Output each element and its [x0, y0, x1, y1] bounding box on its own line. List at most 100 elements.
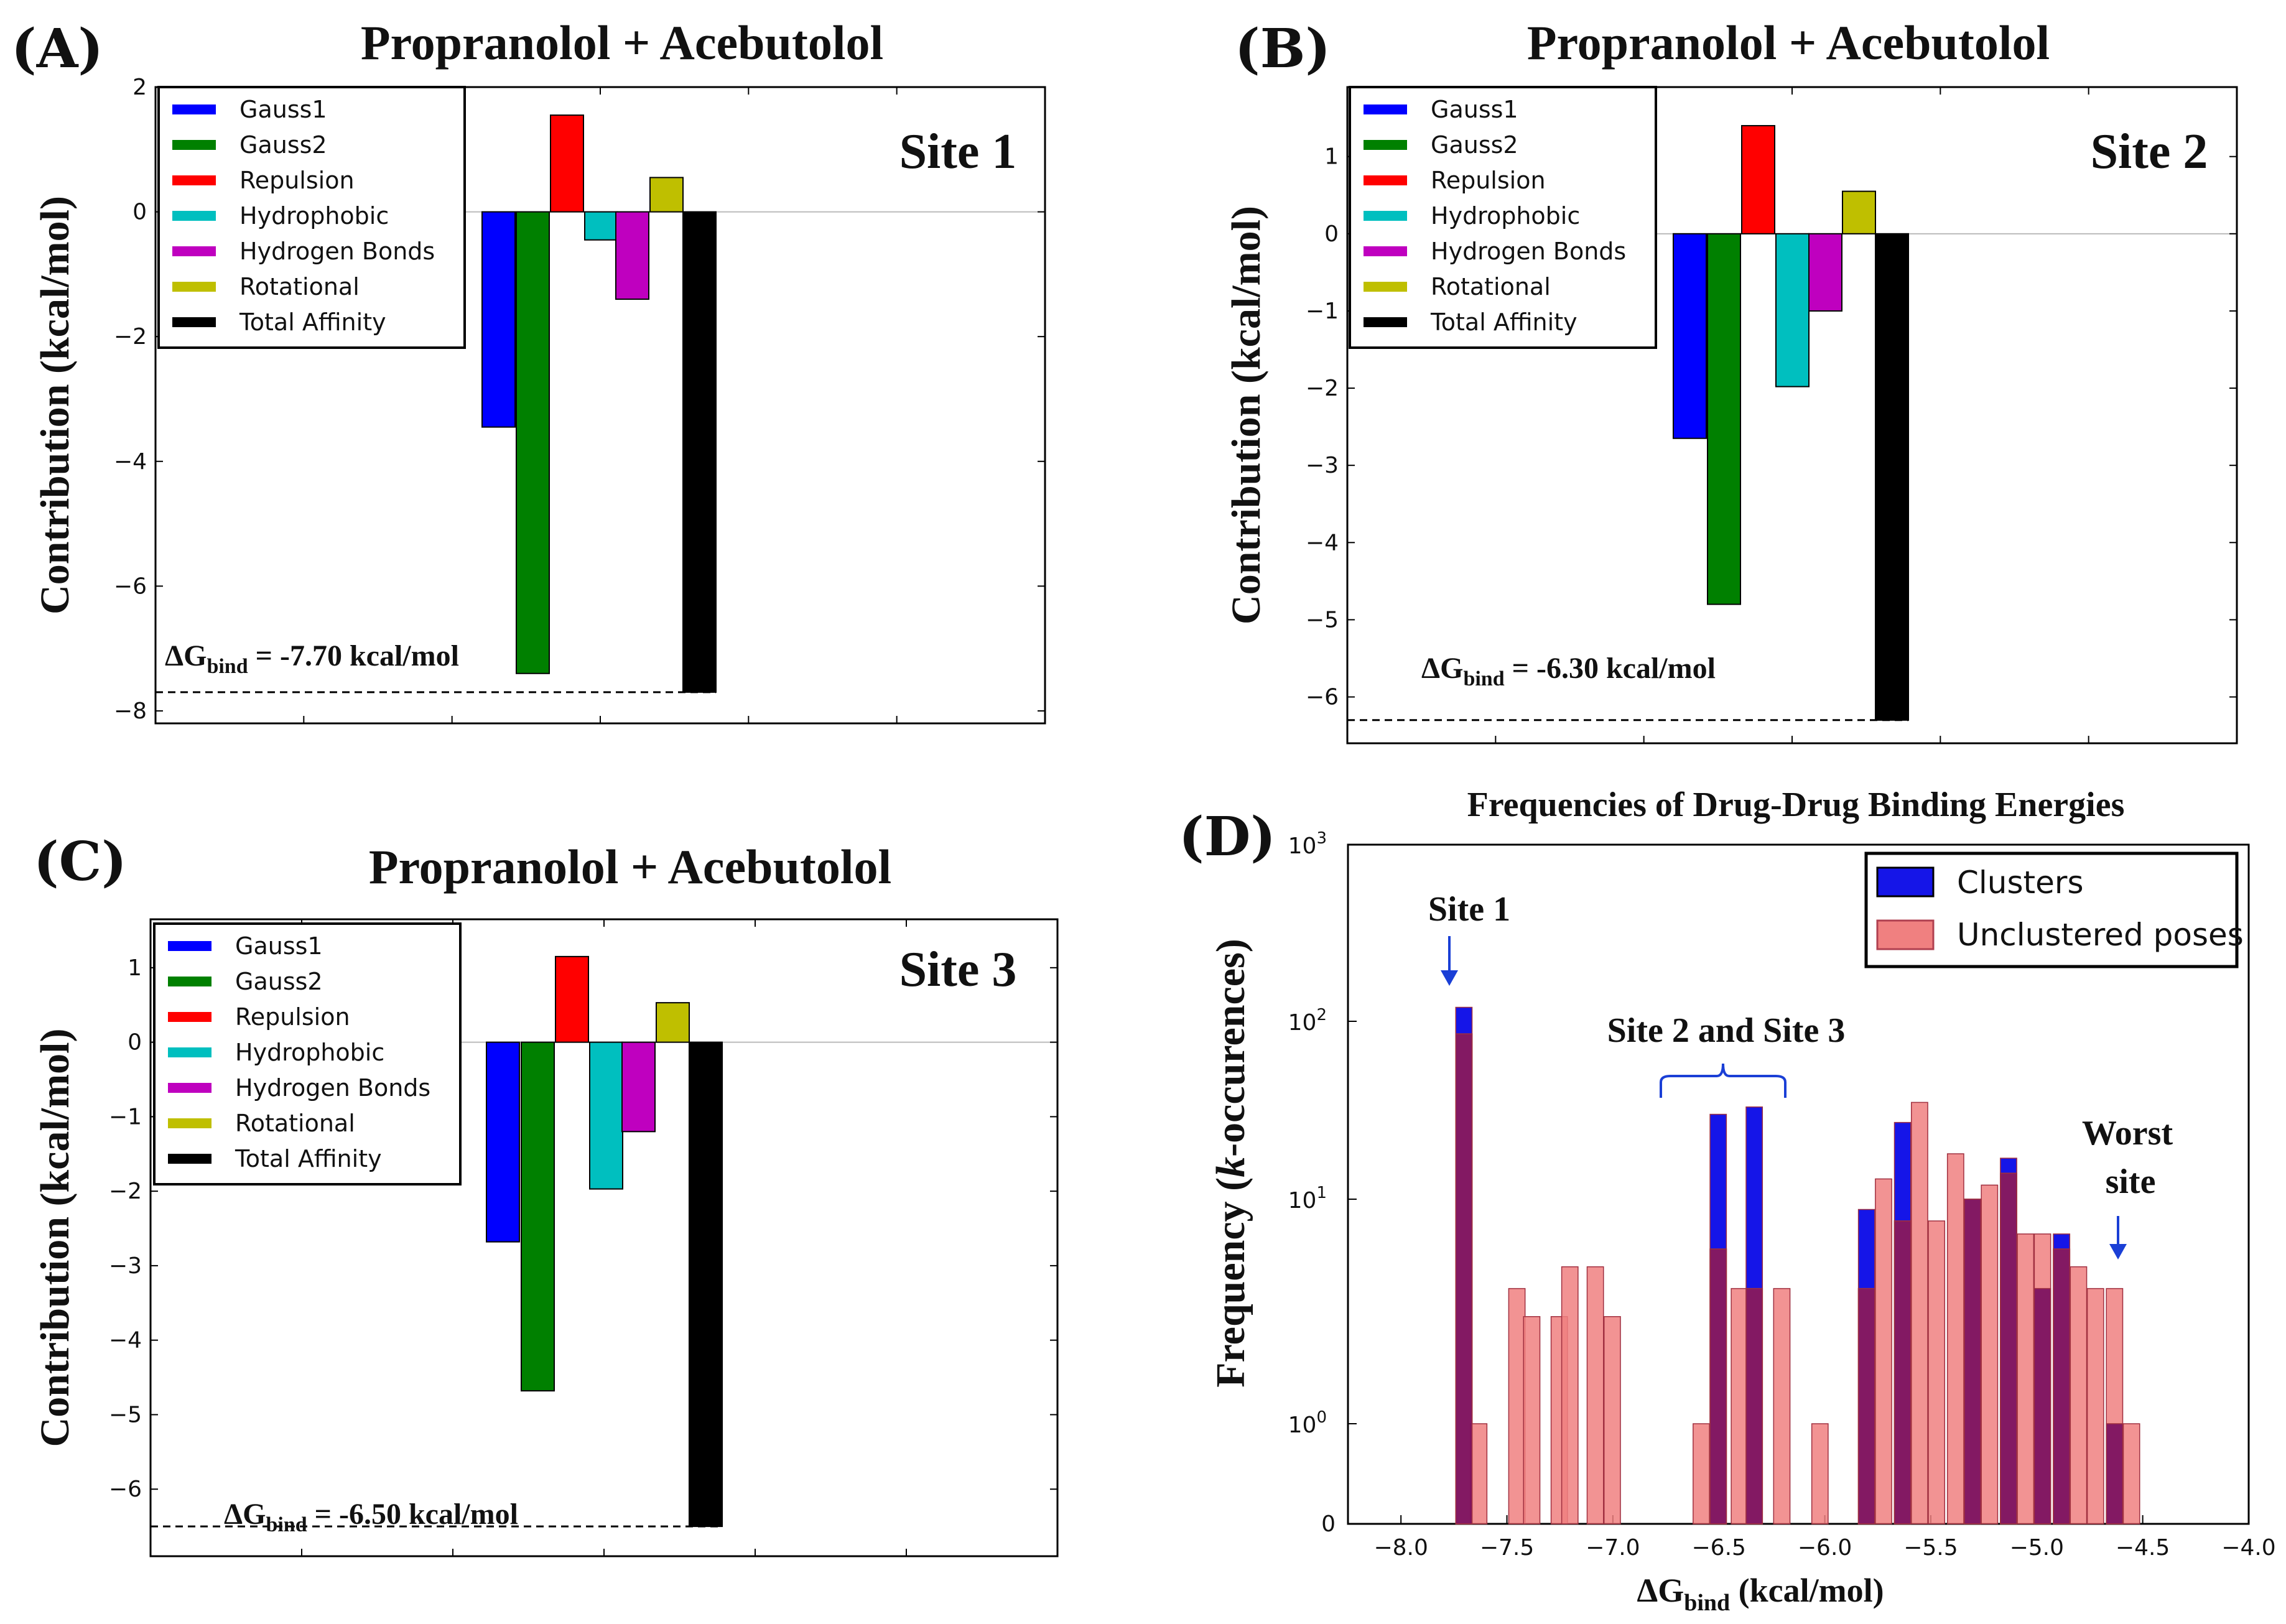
y-tick-label: 2: [132, 75, 147, 100]
plot-frame: [1347, 843, 2250, 1525]
legend-swatch-gauss2: [168, 977, 211, 986]
legend-swatch-rotational: [172, 282, 216, 292]
y-tick-label: −1: [1306, 299, 1339, 324]
legend-swatch-clusters: [1876, 866, 1935, 898]
y-tick-label: 1: [1324, 144, 1339, 170]
bar-hydrophobic: [1775, 233, 1810, 387]
legend-swatch-gauss1: [168, 941, 211, 951]
bar-unclustered: [2017, 1233, 2035, 1524]
bar-unclustered: [1911, 1102, 1928, 1524]
y-tick-label: −6: [1306, 685, 1339, 710]
annotation-brace: [1660, 1063, 1787, 1098]
bar-unclustered: [1731, 1288, 1749, 1524]
bar-unclustered: [1875, 1178, 1892, 1524]
legend-label-hydrophobic: Hydrophobic: [235, 1039, 384, 1066]
chart-title: Frequencies of Drug-Drug Binding Energie…: [1467, 786, 2125, 824]
y-tick-label: 101: [1288, 1184, 1327, 1213]
y-tick-label: 0: [1321, 1511, 1336, 1537]
y-tick-label: −4: [109, 1328, 142, 1353]
legend-swatch-gauss2: [172, 140, 216, 150]
x-tick-label: −8.0: [1373, 1535, 1428, 1561]
legend-swatch-hydrophobic: [172, 211, 216, 221]
x-tick-label: −7.0: [1586, 1535, 1640, 1561]
legend-label-hydrophobic: Hydrophobic: [239, 202, 389, 230]
bar-overlap: [1745, 1288, 1763, 1524]
legend-label-hydrogen-bonds: Hydrogen Bonds: [1431, 238, 1626, 265]
bar-repulsion: [1741, 125, 1775, 234]
y-tick-label: −8: [114, 698, 147, 724]
y-tick-label: 102: [1288, 1006, 1327, 1036]
legend-label-hydrophobic: Hydrophobic: [1431, 202, 1580, 230]
bar-gauss1: [486, 1041, 520, 1243]
bar-gauss1: [1673, 233, 1707, 439]
legend-swatch-repulsion: [172, 175, 216, 185]
legend-swatch-rotational: [1364, 282, 1407, 292]
bar-overlap: [1709, 1248, 1727, 1524]
x-tick-label: −5.0: [2010, 1535, 2064, 1561]
site-label: Site 3: [899, 942, 1017, 997]
legend-label-total-affinity: Total Affinity: [1430, 309, 1577, 336]
bar-unclustered: [1561, 1266, 1579, 1524]
legend-swatch-hydrogen-bonds: [172, 246, 216, 256]
legend: Clusters Unclustered poses: [1864, 851, 2244, 968]
bar-gauss1: [481, 211, 516, 428]
y-tick-label: −1: [109, 1104, 142, 1130]
legend-swatch-repulsion: [168, 1012, 211, 1022]
x-axis-label: ΔGbind (kcal/mol): [1637, 1572, 1884, 1616]
dg-bind-label: ΔGbind = -6.30 kcal/mol: [1421, 652, 1716, 690]
bar-total-affinity: [689, 1041, 723, 1528]
dg-bind-label: ΔGbind = -7.70 kcal/mol: [165, 639, 459, 678]
legend-label-gauss2: Gauss2: [239, 131, 327, 159]
bar-hydrogen-bonds: [1808, 233, 1842, 312]
bar-total-affinity: [682, 211, 717, 693]
legend-label-gauss2: Gauss2: [1431, 131, 1518, 159]
bar-hydrophobic: [584, 211, 618, 241]
y-tick-label: −2: [1306, 376, 1339, 401]
legend-swatch-hydrophobic: [1364, 211, 1407, 221]
y-tick-label: −6: [109, 1477, 142, 1502]
x-tick-label: −5.5: [1903, 1535, 1958, 1561]
bar-unclustered: [1586, 1266, 1604, 1524]
legend-swatch-gauss1: [172, 104, 216, 114]
annotation-site23: Site 2 and Site 3: [1607, 1011, 1846, 1050]
site-label: Site 2: [2091, 124, 2208, 179]
panel-letter: (B): [1235, 17, 1331, 80]
annotation-site1: Site 1: [1428, 890, 1510, 929]
y-tick-label: 0: [1324, 221, 1339, 247]
legend-label-total-affinity: Total Affinity: [239, 309, 386, 336]
y-tick-label: 0: [132, 200, 147, 225]
bar-unclustered: [1523, 1316, 1541, 1524]
legend-label-unclustered: Unclustered poses: [1957, 917, 2244, 953]
x-tick-label: −4.0: [2221, 1535, 2275, 1561]
legend-label-rotational: Rotational: [239, 273, 360, 300]
bar-overlap: [2106, 1423, 2124, 1524]
x-tick-label: −6.5: [1692, 1535, 1746, 1561]
bar-overlap: [2053, 1248, 2071, 1524]
y-tick-label: −4: [114, 449, 147, 475]
x-tick-label: −6.0: [1798, 1535, 1852, 1561]
legend-swatch-unclustered: [1876, 919, 1935, 950]
y-axis-label: Frequency (k-occurences): [1208, 939, 1253, 1388]
annotation-worst-line1: Worst: [2082, 1114, 2173, 1153]
bar-overlap: [1893, 1220, 1912, 1524]
panel-letter: (C): [34, 830, 127, 893]
y-tick-label: −3: [109, 1253, 142, 1279]
legend-label-gauss1: Gauss1: [239, 96, 327, 123]
legend-label-gauss1: Gauss1: [1431, 96, 1518, 123]
bar-unclustered: [2086, 1288, 2104, 1524]
panel-letter: (A): [11, 17, 103, 80]
y-tick-label: −3: [1306, 453, 1339, 478]
bar-unclustered: [2122, 1423, 2140, 1524]
legend-swatch-total-affinity: [1364, 317, 1407, 327]
bar-gauss2: [521, 1041, 555, 1392]
chart-title: Propranolol + Acebutolol: [1527, 16, 2050, 70]
bar-gauss2: [1707, 233, 1741, 605]
bar-gauss2: [516, 211, 550, 674]
legend-label-gauss2: Gauss2: [235, 968, 323, 995]
site-label: Site 1: [899, 124, 1017, 179]
y-tick-label: −5: [109, 1402, 142, 1427]
arrow-down-icon: [1441, 970, 1458, 986]
legend-swatch-repulsion: [1364, 175, 1407, 185]
y-axis-label: Contribution (kcal/mol): [32, 1029, 78, 1447]
